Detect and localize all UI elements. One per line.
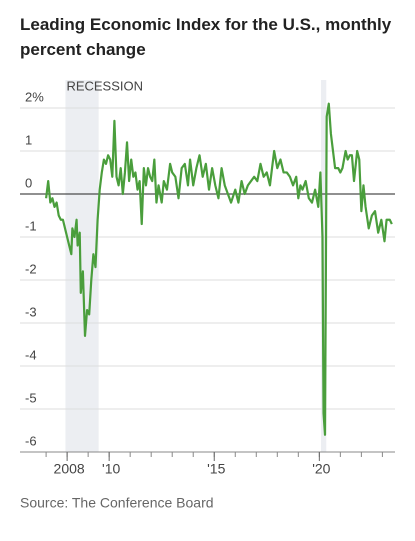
source: Source: The Conference Board bbox=[20, 495, 214, 511]
chart-title: Leading Economic Index for the U.S., mon… bbox=[20, 15, 392, 34]
x-tick-label: '15 bbox=[207, 461, 225, 477]
y-tick-label: -4 bbox=[25, 347, 37, 362]
y-tick-label: -2 bbox=[25, 261, 37, 276]
series-line bbox=[45, 102, 393, 436]
y-tick-label: -5 bbox=[25, 390, 37, 405]
y-tick-label: 1 bbox=[25, 132, 32, 147]
y-tick-label: 2% bbox=[25, 89, 44, 104]
x-tick-label: 2008 bbox=[54, 461, 85, 477]
y-tick-label: -1 bbox=[25, 218, 37, 233]
y-tick-label: -3 bbox=[25, 304, 37, 319]
y-tick-label: 0 bbox=[25, 175, 32, 190]
recession-band bbox=[65, 80, 99, 452]
chart-title: percent change bbox=[20, 40, 146, 59]
y-tick-label: -6 bbox=[25, 433, 37, 448]
x-tick-label: '20 bbox=[312, 461, 330, 477]
recession-label: RECESSION bbox=[66, 78, 143, 93]
x-tick-label: '10 bbox=[102, 461, 120, 477]
